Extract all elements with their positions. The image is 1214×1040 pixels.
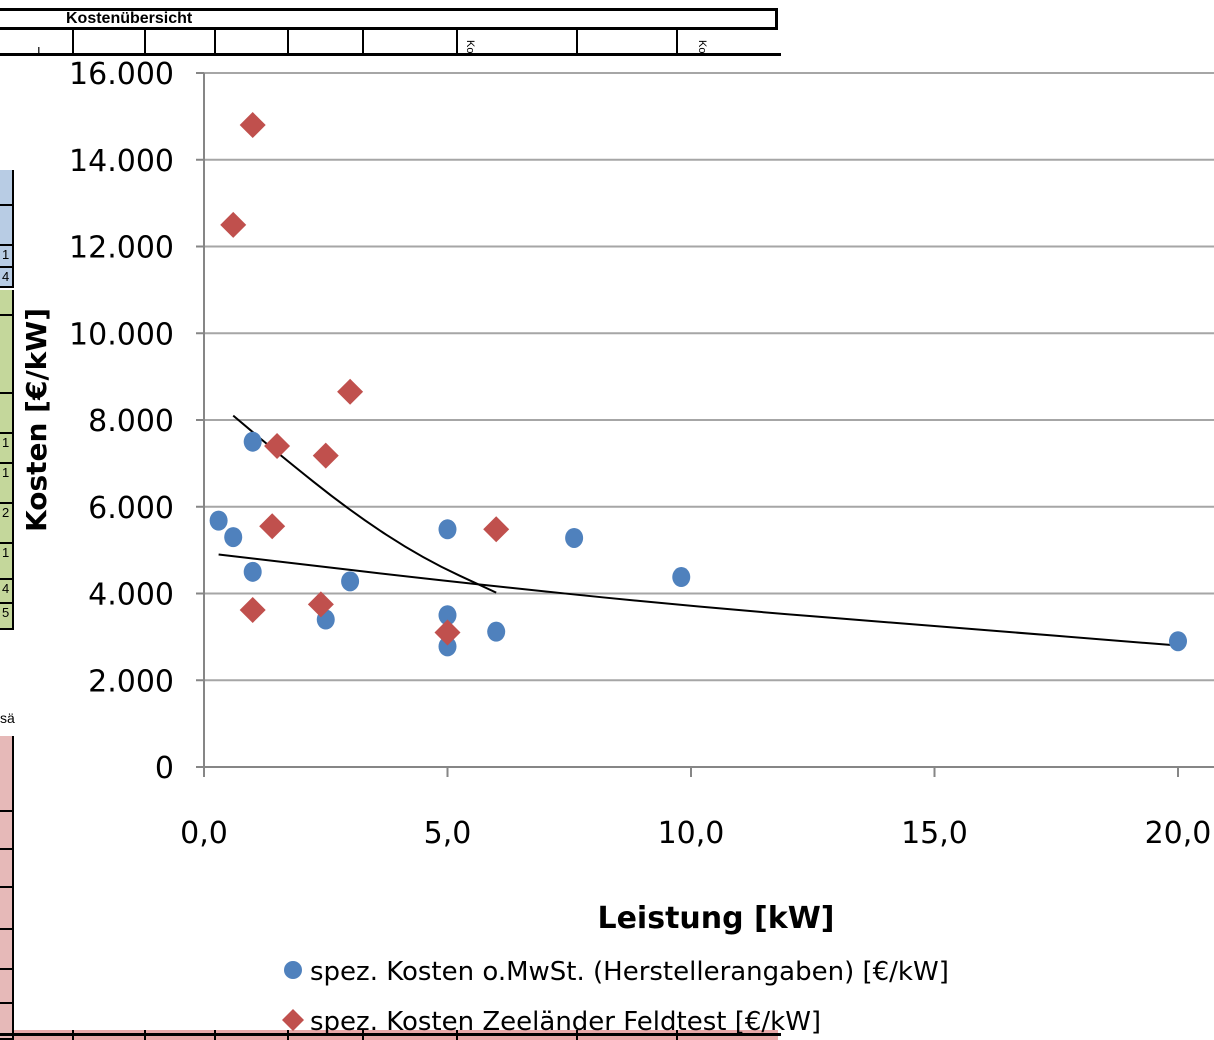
x-tick-labels: 0,0 5,0 10,0 15,0 20,0 <box>180 816 1211 851</box>
point-series-1 <box>438 605 457 626</box>
sheet-header-row <box>0 30 781 56</box>
y-tick-label: 10.000 <box>69 317 174 352</box>
y-tick-label: 2.000 <box>88 664 174 699</box>
point-series-1 <box>341 571 360 592</box>
green-band-cell <box>0 316 14 394</box>
green-band-cell: 4 <box>0 580 14 604</box>
green-band-cell <box>0 290 14 316</box>
y-tick-label: 16.000 <box>69 57 174 92</box>
point-series-1 <box>209 510 228 531</box>
x-tick-label: 5,0 <box>424 816 472 851</box>
x-tick-label: 20,0 <box>1145 816 1212 851</box>
red-band-cell <box>0 736 14 812</box>
blue-band-cell: 4 <box>0 268 14 288</box>
red-band-cell <box>0 970 14 1004</box>
point-series-2 <box>312 442 339 469</box>
bottom-row-border <box>0 1033 781 1036</box>
x-tick-label: 0,0 <box>180 816 228 851</box>
point-series-1 <box>565 527 584 548</box>
legend-diamond-marker <box>282 1009 304 1031</box>
red-band-cell <box>0 1004 14 1040</box>
y-tick-label: 4.000 <box>88 578 174 613</box>
bottom-col-divider <box>676 1026 678 1040</box>
green-band-cell: 2 <box>0 504 14 544</box>
green-band-cell <box>0 394 14 434</box>
point-series-2 <box>337 378 364 405</box>
y-tick-label: 12.000 <box>69 231 174 266</box>
point-series-1 <box>1169 631 1187 652</box>
trendlines <box>218 414 1179 647</box>
bottom-col-divider <box>72 1026 74 1040</box>
green-band-cell: 1 <box>0 434 14 464</box>
header-col-divider <box>362 30 364 56</box>
point-series-2 <box>259 513 286 540</box>
sheet-title: Kostenübersicht <box>66 10 193 27</box>
header-col-divider <box>214 30 216 56</box>
legend: spez. Kosten o.MwSt. (Herstellerangaben)… <box>282 957 949 1037</box>
red-band-cell <box>0 850 14 888</box>
point-series-2 <box>239 596 266 623</box>
axes <box>196 72 1214 777</box>
point-series-1 <box>672 567 691 588</box>
gridlines <box>204 72 1214 682</box>
sheet-title-cell <box>0 8 778 30</box>
legend-label-series-2: spez. Kosten Zeeländer Feldtest [€/kW] <box>310 1007 821 1037</box>
legend-circle-marker <box>284 961 302 979</box>
point-series-1 <box>243 561 262 582</box>
x-tick-label: 10,0 <box>658 816 725 851</box>
bottom-col-divider <box>576 1026 578 1040</box>
green-band-cell: 1 <box>0 544 14 580</box>
y-tick-label: 14.000 <box>69 144 174 179</box>
y-tick-label: 8.000 <box>88 404 174 439</box>
bottom-col-divider <box>214 1026 216 1040</box>
y-tick-label: 6.000 <box>88 491 174 526</box>
header-col-divider <box>144 30 146 56</box>
point-series-2 <box>307 591 334 618</box>
y-axis-title: Kosten [€/kW] <box>20 308 53 532</box>
point-series-1 <box>438 636 457 657</box>
point-series-2 <box>264 433 291 460</box>
red-band-cell <box>0 812 14 850</box>
blue-band-cell <box>0 170 14 206</box>
trendline-series-2 <box>232 414 497 594</box>
point-series-1 <box>224 527 243 548</box>
header-col-divider <box>287 30 289 56</box>
point-series-2 <box>483 516 510 543</box>
header-col-divider <box>676 30 678 56</box>
green-band-cell: 5 <box>0 604 14 630</box>
header-col-divider <box>576 30 578 56</box>
first-col-marker: I <box>37 44 41 59</box>
trendline-series-1 <box>218 553 1179 647</box>
y-tick-labels: 0 2.000 4.000 6.000 8.000 10.000 12.000 14.000 1… <box>69 57 174 786</box>
x-axis-title: Leistung [kW] <box>597 901 834 936</box>
point-series-1 <box>487 621 506 642</box>
data-points <box>209 112 1187 657</box>
blue-band-cell <box>0 206 14 246</box>
legend-label-series-1: spez. Kosten o.MwSt. (Herstellerangaben)… <box>310 957 949 987</box>
green-band-cell: 1 <box>0 464 14 504</box>
bottom-col-divider <box>144 1026 146 1040</box>
point-series-2 <box>220 211 247 238</box>
header-col-divider <box>456 30 458 56</box>
bottom-col-divider <box>456 1026 458 1040</box>
y-tick-label: 0 <box>155 751 174 786</box>
point-series-1 <box>438 519 457 540</box>
point-series-2 <box>434 619 461 646</box>
chart-area <box>30 56 1214 1030</box>
header-col-divider <box>72 30 74 56</box>
point-series-1 <box>243 431 262 452</box>
bottom-col-divider <box>287 1026 289 1040</box>
side-label: sä <box>0 710 15 726</box>
point-series-2 <box>239 112 266 139</box>
red-band-cell <box>0 930 14 970</box>
blue-band-cell: 1 <box>0 246 14 268</box>
red-band-cell <box>0 888 14 930</box>
x-tick-label: 15,0 <box>901 816 968 851</box>
bottom-col-divider <box>362 1026 364 1040</box>
